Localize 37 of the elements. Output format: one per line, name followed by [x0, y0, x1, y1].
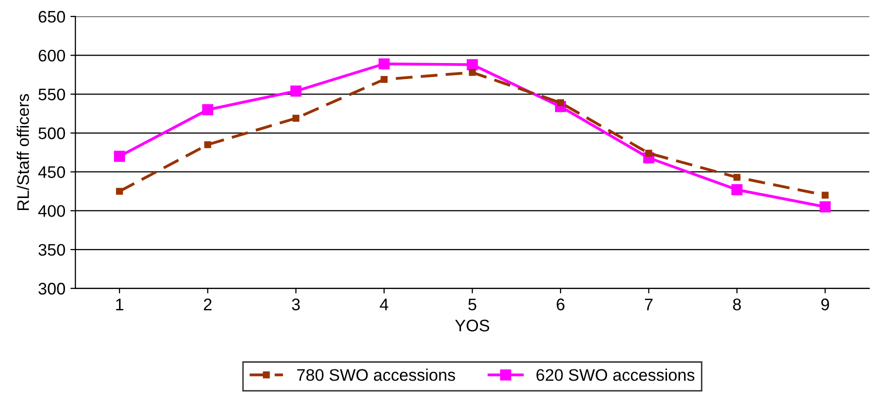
- x-axis-title: YOS: [455, 320, 490, 332]
- point: [292, 114, 300, 122]
- point: [380, 76, 388, 83]
- legend-label: 620 SWO accessions: [536, 368, 694, 381]
- x-tick-label: 2: [204, 298, 212, 310]
- y-tick-label: 450: [38, 166, 66, 178]
- point: [557, 99, 564, 106]
- point: [645, 150, 652, 157]
- y-tick-label: 550: [38, 88, 66, 100]
- x-tick-label: 3: [292, 298, 300, 310]
- point: [468, 68, 476, 76]
- point: [114, 150, 126, 162]
- y-tick-label: 300: [38, 282, 66, 295]
- y-axis-title: RL/Staff officers: [16, 94, 30, 210]
- point: [731, 184, 743, 196]
- point: [204, 141, 212, 148]
- x-tick-label: 7: [644, 298, 653, 310]
- point: [116, 188, 123, 195]
- y-tick-label: 650: [38, 10, 66, 23]
- y-tick-label: 400: [38, 205, 66, 217]
- y-tick-label: 500: [38, 127, 66, 140]
- x-tick-label: 1: [116, 298, 124, 310]
- point: [378, 58, 390, 70]
- x-tick-label: 6: [556, 298, 564, 310]
- x-tick-label: 8: [733, 298, 741, 310]
- point: [466, 59, 478, 70]
- legend-label: 780 SWO accessions: [297, 368, 456, 381]
- y-tick-label: 600: [38, 50, 66, 62]
- point: [290, 86, 302, 97]
- point: [822, 192, 829, 199]
- point: [820, 201, 831, 212]
- x-tick-label: 9: [821, 298, 829, 310]
- x-tick-label: 5: [468, 298, 476, 310]
- x-tick-label: 4: [380, 298, 388, 310]
- point: [202, 104, 214, 116]
- y-tick-label: 350: [38, 244, 66, 256]
- point: [733, 174, 740, 181]
